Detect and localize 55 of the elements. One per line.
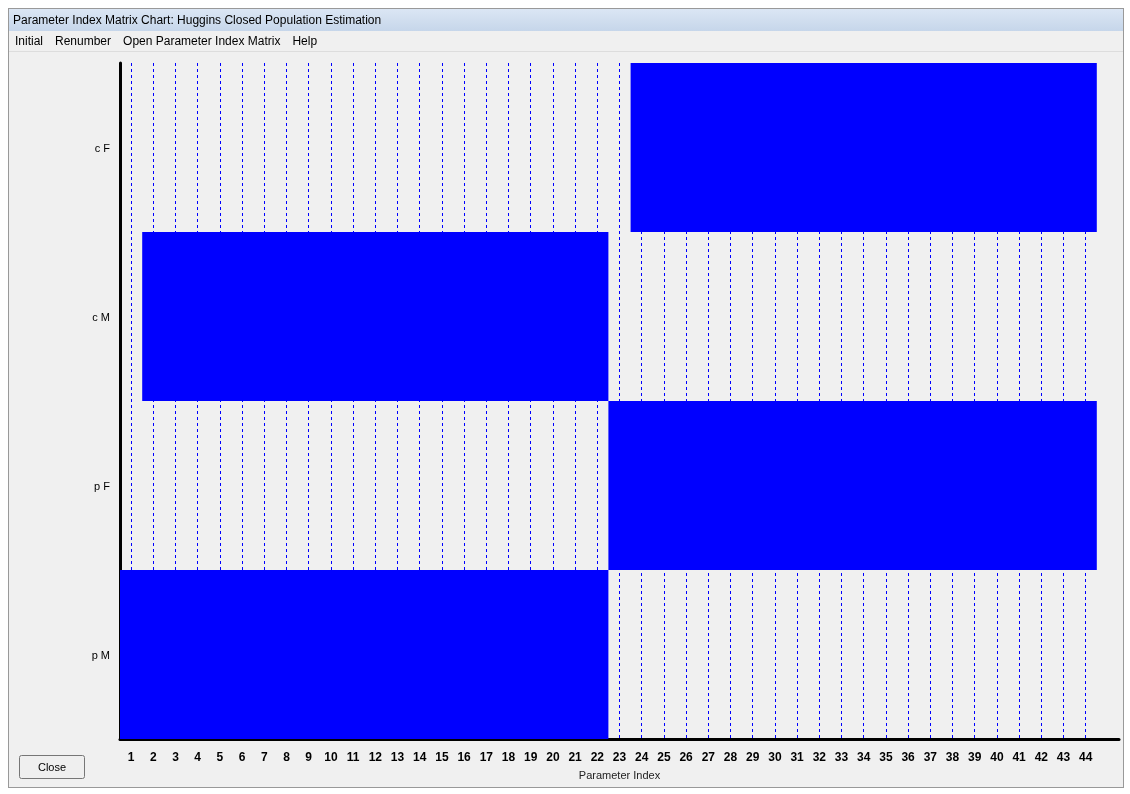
x-tick-label: 24 bbox=[635, 750, 649, 764]
x-tick-label: 35 bbox=[879, 750, 893, 764]
x-tick-label: 8 bbox=[283, 750, 291, 764]
x-tick-label: 13 bbox=[390, 750, 405, 764]
x-tick-label: 37 bbox=[923, 750, 938, 764]
x-tick-label: 42 bbox=[1034, 750, 1049, 764]
x-tick-label: 9 bbox=[305, 750, 313, 764]
x-tick-label: 41 bbox=[1012, 750, 1027, 764]
x-tick-label: 39 bbox=[968, 750, 982, 764]
x-tick-label: 27 bbox=[701, 750, 716, 764]
x-tick-label: 21 bbox=[568, 750, 583, 764]
x-tick-label: 31 bbox=[790, 750, 805, 764]
x-tick-label: 23 bbox=[612, 750, 627, 764]
x-tick-label: 33 bbox=[834, 750, 849, 764]
x-tick-label: 19 bbox=[524, 750, 538, 764]
x-tick-label: 10 bbox=[324, 750, 338, 764]
x-tick-label: 5 bbox=[216, 750, 224, 764]
x-tick-label: 43 bbox=[1056, 750, 1071, 764]
text: Close bbox=[19, 755, 85, 779]
x-tick-label: 20 bbox=[546, 750, 560, 764]
x-tick-label: 2 bbox=[149, 750, 157, 764]
y-tick-label: p F bbox=[94, 479, 111, 492]
x-tick-label: 22 bbox=[590, 750, 605, 764]
y-tick-label: p M bbox=[91, 648, 110, 661]
x-tick-label: 15 bbox=[435, 750, 449, 764]
x-tick-label: 16 bbox=[457, 750, 472, 764]
x-tick-label: 29 bbox=[746, 750, 760, 764]
x-tick-label: 12 bbox=[368, 750, 383, 764]
x-tick-label: 25 bbox=[657, 750, 671, 764]
x-tick-label: 44 bbox=[1079, 750, 1093, 764]
x-tick-label: 36 bbox=[901, 750, 916, 764]
x-tick-label: 6 bbox=[238, 750, 246, 764]
text: Initial bbox=[15, 33, 44, 50]
x-tick-label: 11 bbox=[346, 750, 360, 764]
y-tick-label: c M bbox=[92, 310, 110, 323]
text: Open Parameter Index Matrix bbox=[123, 33, 281, 50]
text: Renumber bbox=[55, 33, 112, 50]
x-tick-label: 17 bbox=[479, 750, 494, 764]
x-tick-label: 40 bbox=[990, 750, 1004, 764]
x-tick-label: 32 bbox=[812, 750, 827, 764]
x-tick-label: 14 bbox=[413, 750, 427, 764]
x-tick-label: 28 bbox=[723, 750, 738, 764]
x-tick-label: 1 bbox=[127, 750, 135, 764]
x-tick-label: 30 bbox=[768, 750, 782, 764]
x-tick-label: 3 bbox=[172, 750, 180, 764]
x-tick-label: 26 bbox=[679, 750, 694, 764]
x-tick-label: 4 bbox=[194, 750, 202, 764]
chart-title: Parameter Index Matrix Chart: Huggins Closed Population Estimation bbox=[9, 9, 1123, 31]
text: Help bbox=[292, 33, 318, 50]
x-axis-title: Parameter Index bbox=[578, 768, 661, 781]
x-tick-label: 18 bbox=[501, 750, 516, 764]
x-tick-label: 34 bbox=[857, 750, 871, 764]
y-tick-label: c F bbox=[94, 141, 111, 154]
x-tick-label: 7 bbox=[260, 750, 268, 764]
x-tick-label: 38 bbox=[945, 750, 960, 764]
